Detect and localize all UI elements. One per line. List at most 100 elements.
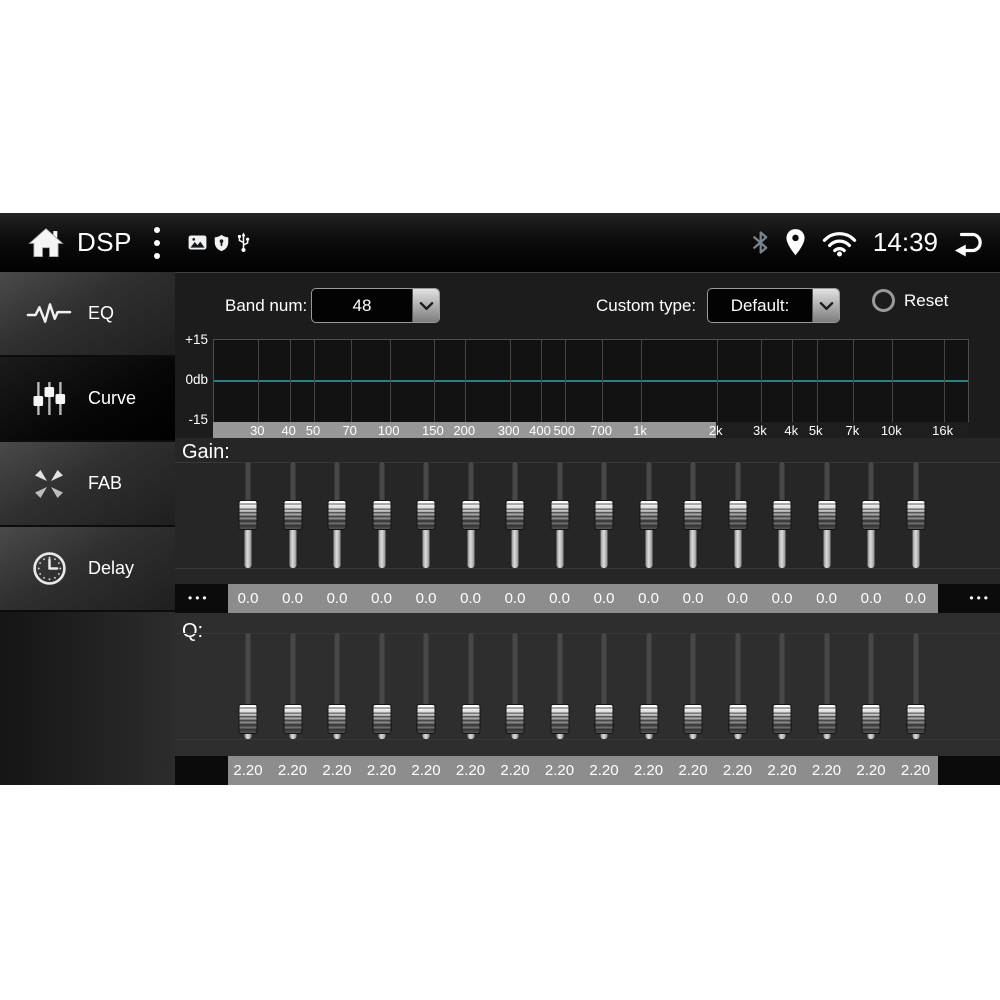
q-slider-track[interactable] bbox=[512, 633, 518, 739]
gain-slider-1[interactable] bbox=[238, 462, 258, 568]
q-slider-track[interactable] bbox=[646, 633, 651, 739]
gain-slider-15[interactable] bbox=[861, 462, 881, 568]
dropdown-chevron-icon[interactable] bbox=[812, 289, 839, 322]
q-slider-3[interactable] bbox=[327, 633, 347, 739]
reset-radio-icon[interactable] bbox=[872, 289, 895, 312]
q-slider-12[interactable] bbox=[728, 633, 748, 739]
gain-slider-4[interactable] bbox=[372, 462, 392, 568]
gain-slider-knob[interactable] bbox=[461, 500, 480, 530]
q-slider-knob[interactable] bbox=[238, 704, 258, 734]
overflow-menu-icon[interactable] bbox=[153, 226, 161, 260]
gain-slider-14[interactable] bbox=[817, 462, 837, 568]
gain-slider-6[interactable] bbox=[461, 462, 481, 568]
q-slider-knob[interactable] bbox=[728, 704, 747, 734]
gain-slider-knob[interactable] bbox=[505, 500, 525, 530]
gain-slider-knob[interactable] bbox=[238, 500, 258, 530]
q-slider-13[interactable] bbox=[772, 633, 792, 739]
gain-slider-knob[interactable] bbox=[817, 500, 836, 530]
gain-slider-3[interactable] bbox=[327, 462, 347, 568]
q-slider-8[interactable] bbox=[550, 633, 570, 739]
q-slider-9[interactable] bbox=[594, 633, 614, 739]
sidebar-item-fab[interactable]: FAB bbox=[0, 442, 175, 527]
eq-curve-plot[interactable] bbox=[213, 339, 969, 423]
q-slider-track[interactable] bbox=[779, 633, 785, 739]
gain-slider-knob[interactable] bbox=[861, 500, 881, 530]
band-num-select[interactable]: 48 bbox=[311, 288, 440, 323]
q-slider-5[interactable] bbox=[416, 633, 436, 739]
gain-slider-13[interactable] bbox=[772, 462, 792, 568]
q-slider-14[interactable] bbox=[817, 633, 837, 739]
q-slider-track[interactable] bbox=[557, 633, 562, 739]
q-slider-track[interactable] bbox=[601, 633, 607, 739]
dropdown-chevron-icon[interactable] bbox=[412, 289, 439, 322]
q-slider-10[interactable] bbox=[639, 633, 659, 739]
gain-slider-knob[interactable] bbox=[327, 500, 347, 530]
gain-scroll-left[interactable]: ••• bbox=[188, 591, 210, 605]
gain-slider-16[interactable] bbox=[906, 462, 926, 568]
q-slider-7[interactable] bbox=[505, 633, 525, 739]
q-slider-11[interactable] bbox=[683, 633, 703, 739]
gain-slider-11[interactable] bbox=[683, 462, 703, 568]
q-slider-track[interactable] bbox=[334, 633, 340, 739]
q-slider-knob[interactable] bbox=[372, 704, 391, 734]
q-slider-1[interactable] bbox=[238, 633, 258, 739]
sidebar-item-delay[interactable]: Delay bbox=[0, 527, 175, 612]
q-slider-knob[interactable] bbox=[639, 704, 658, 734]
q-slider-2[interactable] bbox=[283, 633, 303, 739]
sliders-icon bbox=[25, 380, 73, 417]
gain-scroll-right[interactable]: ••• bbox=[969, 591, 991, 605]
q-slider-track[interactable] bbox=[379, 633, 384, 739]
sidebar-item-curve[interactable]: Curve bbox=[0, 357, 175, 442]
gain-slider-knob[interactable] bbox=[594, 500, 614, 530]
q-slider-knob[interactable] bbox=[327, 704, 347, 734]
q-slider-knob[interactable] bbox=[461, 704, 480, 734]
gain-slider-knob[interactable] bbox=[283, 500, 302, 530]
gain-slider-12[interactable] bbox=[728, 462, 748, 568]
gain-slider-knob[interactable] bbox=[639, 500, 658, 530]
q-slider-track[interactable] bbox=[690, 633, 696, 739]
home-icon[interactable] bbox=[28, 227, 64, 258]
q-slider-6[interactable] bbox=[461, 633, 481, 739]
gain-slider-knob[interactable] bbox=[683, 500, 703, 530]
gain-slider-10[interactable] bbox=[639, 462, 659, 568]
q-slider-knob[interactable] bbox=[416, 704, 436, 734]
gain-slider-7[interactable] bbox=[505, 462, 525, 568]
custom-type-select[interactable]: Default: bbox=[707, 288, 840, 323]
q-value-6: 2.20 bbox=[455, 762, 486, 779]
q-slider-knob[interactable] bbox=[861, 704, 881, 734]
q-slider-track[interactable] bbox=[735, 633, 740, 739]
q-slider-track[interactable] bbox=[868, 633, 874, 739]
q-slider-knob[interactable] bbox=[772, 704, 792, 734]
q-slider-track[interactable] bbox=[913, 633, 918, 739]
q-slider-knob[interactable] bbox=[550, 704, 569, 734]
gain-slider-knob[interactable] bbox=[728, 500, 747, 530]
gain-slider-9[interactable] bbox=[594, 462, 614, 568]
gain-slider-knob[interactable] bbox=[550, 500, 569, 530]
gain-slider-knob[interactable] bbox=[906, 500, 925, 530]
gain-slider-5[interactable] bbox=[416, 462, 436, 568]
q-slider-knob[interactable] bbox=[817, 704, 836, 734]
gain-slider-knob[interactable] bbox=[372, 500, 391, 530]
q-slider-knob[interactable] bbox=[906, 704, 925, 734]
reset-button[interactable]: Reset bbox=[872, 289, 948, 312]
q-slider-knob[interactable] bbox=[594, 704, 614, 734]
gain-slider-knob[interactable] bbox=[772, 500, 792, 530]
freq-tick-2k: 2k bbox=[708, 423, 723, 438]
q-slider-knob[interactable] bbox=[505, 704, 525, 734]
q-slider-15[interactable] bbox=[861, 633, 881, 739]
q-slider-track[interactable] bbox=[290, 633, 295, 739]
q-slider-track[interactable] bbox=[423, 633, 429, 739]
q-slider-track[interactable] bbox=[468, 633, 473, 739]
sidebar-item-eq[interactable]: EQ bbox=[0, 272, 175, 357]
q-slider-16[interactable] bbox=[906, 633, 926, 739]
back-icon[interactable] bbox=[953, 228, 987, 257]
gain-slider-knob[interactable] bbox=[416, 500, 436, 530]
gain-slider-2[interactable] bbox=[283, 462, 303, 568]
q-slider-fill bbox=[912, 732, 919, 739]
q-slider-track[interactable] bbox=[245, 633, 251, 739]
gain-slider-8[interactable] bbox=[550, 462, 570, 568]
q-slider-knob[interactable] bbox=[683, 704, 703, 734]
q-slider-4[interactable] bbox=[372, 633, 392, 739]
q-slider-track[interactable] bbox=[824, 633, 829, 739]
q-slider-knob[interactable] bbox=[283, 704, 302, 734]
